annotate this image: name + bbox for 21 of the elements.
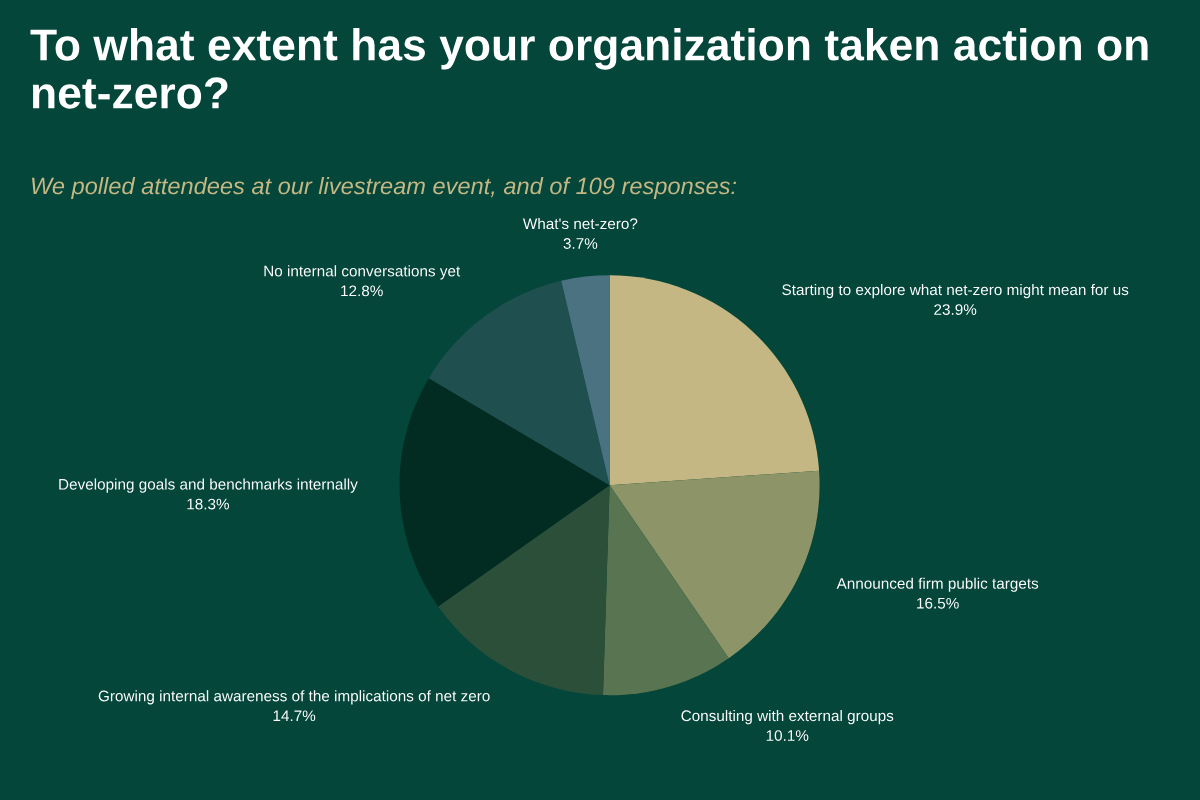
- slice-label: Consulting with external groups: [681, 709, 894, 725]
- data-label: 14.7%: [273, 710, 316, 722]
- data-label: 12.8%: [341, 285, 383, 297]
- slice-label: Developing goals and benchmarks internally: [59, 478, 358, 493]
- pie-slice: [399, 378, 610, 607]
- data-label: 23.9%: [934, 304, 977, 315]
- pie-slice: [561, 275, 610, 486]
- slice-label: No internal conversations yet: [264, 265, 461, 280]
- data-label: 18.3%: [187, 498, 230, 510]
- data-label: 16.5%: [917, 597, 959, 609]
- chart-title: To what extent has your organization taken action on net-zero?: [30, 28, 1148, 109]
- slice-label: Starting to explore what net-zero might mean for us: [782, 283, 1129, 299]
- slice-label: What's net-zero?: [522, 217, 638, 230]
- slice-label: Announced firm public targets: [836, 577, 1039, 592]
- slice-label: Growing internal awareness of the implications of net zero: [98, 690, 490, 705]
- data-label: 10.1%: [766, 730, 809, 741]
- chart-subtitle: We polled attendees at our livestream event, and of 109 responses:: [32, 176, 737, 199]
- pie-slice: [603, 485, 729, 696]
- data-label: 3.7%: [563, 238, 598, 249]
- pie-slice: [609, 470, 820, 659]
- pie-slice: [428, 280, 610, 486]
